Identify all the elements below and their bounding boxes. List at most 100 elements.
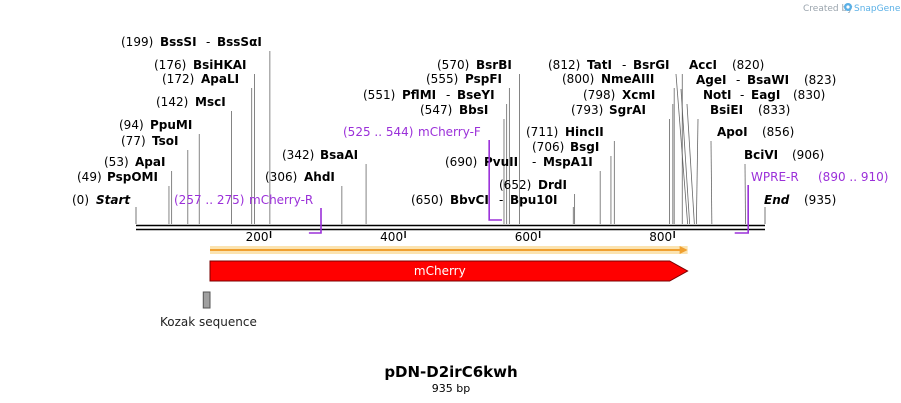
svg-text:BsrGI: BsrGI bbox=[633, 58, 670, 72]
svg-text:(547): (547) bbox=[420, 103, 452, 117]
svg-text:-: - bbox=[532, 155, 536, 169]
site-bbsi[interactable]: (547) BbsI bbox=[420, 103, 505, 224]
site-apai[interactable]: (53) ApaI bbox=[104, 155, 173, 224]
svg-text:NotI: NotI bbox=[703, 88, 732, 102]
site-bsihkai[interactable]: (176) BsiHKAI bbox=[154, 58, 255, 224]
svg-text:MspA1I: MspA1I bbox=[543, 155, 593, 169]
svg-text:BbvCI: BbvCI bbox=[450, 193, 489, 207]
site-bbvci-bpu10i[interactable]: (650) BbvCI - Bpu10I bbox=[411, 193, 574, 224]
site-pspfi[interactable]: (555) PspFI bbox=[426, 72, 510, 224]
svg-text:(570): (570) bbox=[437, 58, 469, 72]
svg-text:(856): (856) bbox=[762, 125, 794, 139]
site-pflmi-bseyi[interactable]: (551) PflMI - BseYI bbox=[363, 88, 508, 224]
svg-text:600: 600 bbox=[515, 230, 538, 244]
svg-text:BbsI: BbsI bbox=[459, 103, 488, 117]
svg-text:(199): (199) bbox=[121, 35, 153, 49]
svg-text:BsaAI: BsaAI bbox=[320, 148, 358, 162]
svg-text:(172): (172) bbox=[162, 72, 194, 86]
tick-200: 200 bbox=[246, 230, 272, 244]
svg-text:mCherry-F: mCherry-F bbox=[418, 125, 481, 139]
site-sgrai[interactable]: (793) SgrAI bbox=[571, 103, 670, 224]
site-pspomi[interactable]: (49) PspOMI bbox=[77, 170, 170, 224]
site-nmeaiii[interactable]: (800) NmeAIII bbox=[562, 72, 675, 224]
svg-text:BsiHKAI: BsiHKAI bbox=[193, 58, 247, 72]
svg-text:Kozak sequence: Kozak sequence bbox=[160, 315, 257, 329]
feature-kozak[interactable]: Kozak sequence bbox=[160, 291, 257, 329]
svg-text:BssSαI: BssSαI bbox=[217, 35, 262, 49]
site-apali[interactable]: (172) ApaLI bbox=[162, 72, 253, 224]
svg-text:(830): (830) bbox=[793, 88, 825, 102]
svg-text:TatI: TatI bbox=[587, 58, 612, 72]
svg-text:-: - bbox=[740, 88, 744, 102]
svg-text:BsrBI: BsrBI bbox=[476, 58, 512, 72]
tick-400: 400 bbox=[380, 230, 406, 244]
snapgene-logo-icon bbox=[844, 3, 852, 11]
svg-text:(77): (77) bbox=[121, 134, 146, 148]
credit-prefix: Created by bbox=[803, 4, 853, 14]
plasmid-name: pDN-D2irC6kwh bbox=[384, 363, 517, 381]
site-msci[interactable]: (142) MscI bbox=[156, 95, 232, 224]
svg-text:(142): (142) bbox=[156, 95, 188, 109]
svg-text:-: - bbox=[499, 193, 503, 207]
site-bsssi-bsssai[interactable]: (199) BssSI - BssSαI bbox=[121, 35, 271, 224]
svg-text:NmeAIII: NmeAIII bbox=[601, 72, 654, 86]
site-hincii[interactable]: (711) HincII bbox=[526, 125, 615, 224]
svg-text:(706): (706) bbox=[532, 140, 564, 154]
site-tati-bsrgi[interactable]: (812) TatI - BsrGI bbox=[548, 58, 683, 224]
site-drdi[interactable]: (652) DrdI bbox=[499, 178, 576, 224]
svg-text:BsiEI: BsiEI bbox=[710, 103, 743, 117]
site-tsoi[interactable]: (77) TsoI bbox=[121, 134, 189, 224]
site-ahdi[interactable]: (306) AhdI bbox=[265, 170, 343, 224]
svg-text:(94): (94) bbox=[119, 118, 144, 132]
site-bsaai[interactable]: (342) BsaAI bbox=[282, 148, 367, 224]
svg-text:(935): (935) bbox=[804, 193, 836, 207]
svg-text:(890 .. 910): (890 .. 910) bbox=[818, 170, 888, 184]
svg-text:(49): (49) bbox=[77, 170, 102, 184]
svg-text:(820): (820) bbox=[732, 58, 764, 72]
tick-600: 600 bbox=[515, 230, 541, 244]
svg-text:BciVI: BciVI bbox=[744, 148, 778, 162]
primer-mcherry-r[interactable]: (257 .. 275) mCherry-R bbox=[174, 193, 322, 234]
svg-text:BsaWI: BsaWI bbox=[747, 73, 789, 87]
site-ppumi[interactable]: (94) PpuMI bbox=[119, 118, 200, 224]
svg-text:200: 200 bbox=[246, 230, 269, 244]
orf-arrow[interactable] bbox=[210, 246, 688, 254]
svg-text:-: - bbox=[206, 35, 210, 49]
credit-brand: SnapGene bbox=[854, 4, 901, 14]
svg-text:(551): (551) bbox=[363, 88, 395, 102]
svg-text:mCherry: mCherry bbox=[414, 264, 466, 278]
svg-text:(812): (812) bbox=[548, 58, 580, 72]
svg-text:ApaI: ApaI bbox=[135, 155, 165, 169]
svg-text:(0): (0) bbox=[72, 193, 89, 207]
svg-text:PspFI: PspFI bbox=[465, 72, 502, 86]
svg-text:XcmI: XcmI bbox=[622, 88, 655, 102]
svg-text:WPRE-R: WPRE-R bbox=[751, 170, 799, 184]
site-agei-bsawi[interactable]: AgeI - BsaWI (823) bbox=[680, 73, 836, 225]
site-pvuii-mspa1i[interactable]: (690) PvuII - MspA1I bbox=[445, 155, 601, 224]
site-noti-eagi[interactable]: NotI - EagI (830) bbox=[686, 88, 825, 225]
svg-text:-: - bbox=[736, 73, 740, 87]
svg-text:PvuII: PvuII bbox=[484, 155, 518, 169]
primer-mcherry-f[interactable]: (525 .. 544) mCherry-F bbox=[343, 125, 502, 221]
svg-text:(711): (711) bbox=[526, 125, 558, 139]
feature-mcherry[interactable]: mCherry bbox=[209, 260, 689, 282]
site-bsiei[interactable]: BsiEI (833) bbox=[695, 103, 790, 225]
site-xcmi[interactable]: (798) XcmI bbox=[583, 88, 674, 224]
svg-text:(800): (800) bbox=[562, 72, 594, 86]
tick-800: 800 bbox=[649, 230, 675, 244]
svg-text:AgeI: AgeI bbox=[696, 73, 726, 87]
svg-text:(652): (652) bbox=[499, 178, 531, 192]
svg-text:(833): (833) bbox=[758, 103, 790, 117]
site-apoi[interactable]: ApoI (856) bbox=[710, 125, 794, 225]
svg-text:AccI: AccI bbox=[689, 58, 717, 72]
svg-text:(906): (906) bbox=[792, 148, 824, 162]
site-bsrbi[interactable]: (570) BsrBI bbox=[437, 58, 520, 224]
svg-text:Start: Start bbox=[96, 193, 131, 207]
primer-wpre-r[interactable]: WPRE-R (890 .. 910) bbox=[734, 170, 889, 234]
svg-text:(823): (823) bbox=[804, 73, 836, 87]
site-bsgi[interactable]: (706) BsgI bbox=[532, 140, 612, 224]
site-bcivi[interactable]: BciVI (906) bbox=[744, 148, 824, 225]
site-acci[interactable]: AccI (820) bbox=[675, 58, 764, 225]
svg-text:AhdI: AhdI bbox=[304, 170, 335, 184]
